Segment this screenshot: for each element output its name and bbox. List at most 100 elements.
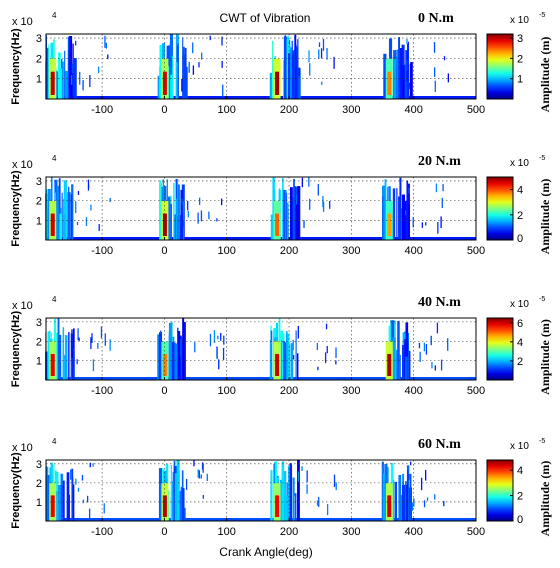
y-tick-label: 3 (36, 459, 42, 471)
sparse-component (198, 197, 201, 206)
burst-streak (180, 336, 183, 380)
colorbar: 0 2 4 x 10 -5 Amplitude (m) (486, 155, 552, 254)
torque-label: 20 N.m (418, 154, 461, 169)
colorbar-tick-label: 3 (517, 33, 523, 45)
colorbar-tick-label: 4 (517, 185, 523, 197)
burst-streak (157, 75, 160, 99)
sparse-component (201, 52, 203, 60)
y-exponent-label: x 10 (12, 442, 33, 454)
burst-streak (398, 37, 401, 99)
sparse-component (322, 38, 325, 51)
sparse-component (184, 507, 186, 521)
colorbar-label: Amplitude (m) (538, 461, 552, 537)
sparse-component (109, 198, 111, 203)
sparse-component (182, 220, 184, 227)
burst-peak (275, 495, 280, 517)
sparse-component (303, 220, 305, 228)
sparse-component (418, 342, 421, 349)
burst-streak (296, 353, 299, 380)
y-exponent-label: x 10 (12, 159, 33, 171)
burst-streak (404, 356, 408, 380)
burst-streak (383, 473, 385, 521)
burst-streak (60, 485, 63, 521)
sparse-component (413, 498, 415, 507)
sparse-component (90, 204, 92, 211)
sparse-component (91, 333, 93, 343)
sparse-component (309, 63, 311, 76)
burst-streak (59, 213, 62, 240)
sparse-component (77, 487, 80, 492)
burst-streak (169, 34, 174, 100)
burst-streak (297, 211, 300, 240)
y-axis-label: Frequency(Hz) (10, 310, 22, 387)
burst-streak (159, 484, 162, 521)
burst-streak (66, 472, 70, 521)
sparse-component (317, 366, 319, 371)
sparse-component (408, 187, 410, 194)
colorbar-tick-label: 0 (517, 514, 523, 526)
burst-streak (403, 200, 407, 240)
burst-streak (405, 480, 407, 521)
burst-streak (69, 35, 73, 99)
torque-label: 60 N.m (418, 437, 461, 452)
sparse-component (82, 80, 84, 91)
burst-streak (286, 331, 288, 380)
burst-streak (61, 192, 63, 240)
sparse-component (433, 42, 436, 53)
sparse-component (423, 500, 426, 508)
sparse-component (434, 80, 436, 92)
x-tick-label: 500 (467, 526, 485, 538)
colorbar-tick-label: 6 (517, 318, 523, 330)
x-tick-label: -100 (91, 526, 113, 538)
sparse-component (316, 500, 319, 506)
x-tick-label: 400 (405, 245, 423, 257)
sparse-component (316, 342, 318, 351)
sparse-component (426, 497, 429, 501)
burst-streak (159, 180, 162, 240)
plot-area (46, 177, 476, 240)
y-tick-label: 2 (36, 336, 42, 348)
sparse-component (431, 362, 433, 369)
colorbar-scale (486, 459, 514, 522)
sparse-component (326, 504, 329, 516)
burst-streak (284, 189, 287, 240)
sparse-component (447, 338, 449, 351)
sparse-component (317, 184, 319, 196)
sparse-component (441, 197, 443, 209)
sparse-component (321, 81, 323, 85)
burst-streak (392, 188, 396, 240)
y-exponent-power: 4 (52, 154, 57, 163)
burst-streak (286, 482, 290, 521)
burst-streak (297, 465, 299, 521)
burst-streak (184, 66, 188, 99)
burst-streak (170, 203, 172, 240)
sparse-component (223, 335, 225, 345)
y-tick-label: 3 (36, 317, 42, 329)
burst-streak (392, 337, 396, 380)
sparse-component (425, 222, 427, 226)
sparse-component (306, 484, 308, 494)
sparse-component (318, 42, 321, 47)
burst-streak (182, 318, 185, 380)
sparse-component (92, 359, 95, 372)
sparse-component (322, 201, 325, 212)
burst-streak (175, 343, 179, 380)
burst-streak (55, 332, 59, 380)
sparse-component (409, 83, 411, 90)
x-tick-label: 200 (280, 385, 298, 397)
sparse-component (187, 200, 189, 211)
burst-streak (381, 185, 386, 240)
vibration-burst (269, 34, 335, 99)
sparse-component (442, 184, 444, 192)
burst-streak (409, 63, 412, 99)
sparse-component (292, 339, 294, 351)
y-tick-label: 1 (36, 356, 42, 368)
burst-streak (396, 188, 398, 240)
burst-peak (387, 213, 392, 236)
burst-streak (62, 480, 65, 521)
sparse-component (200, 210, 203, 222)
low-frequency-band (46, 377, 476, 380)
x-axis-label: Crank Angle(deg) (219, 545, 312, 559)
